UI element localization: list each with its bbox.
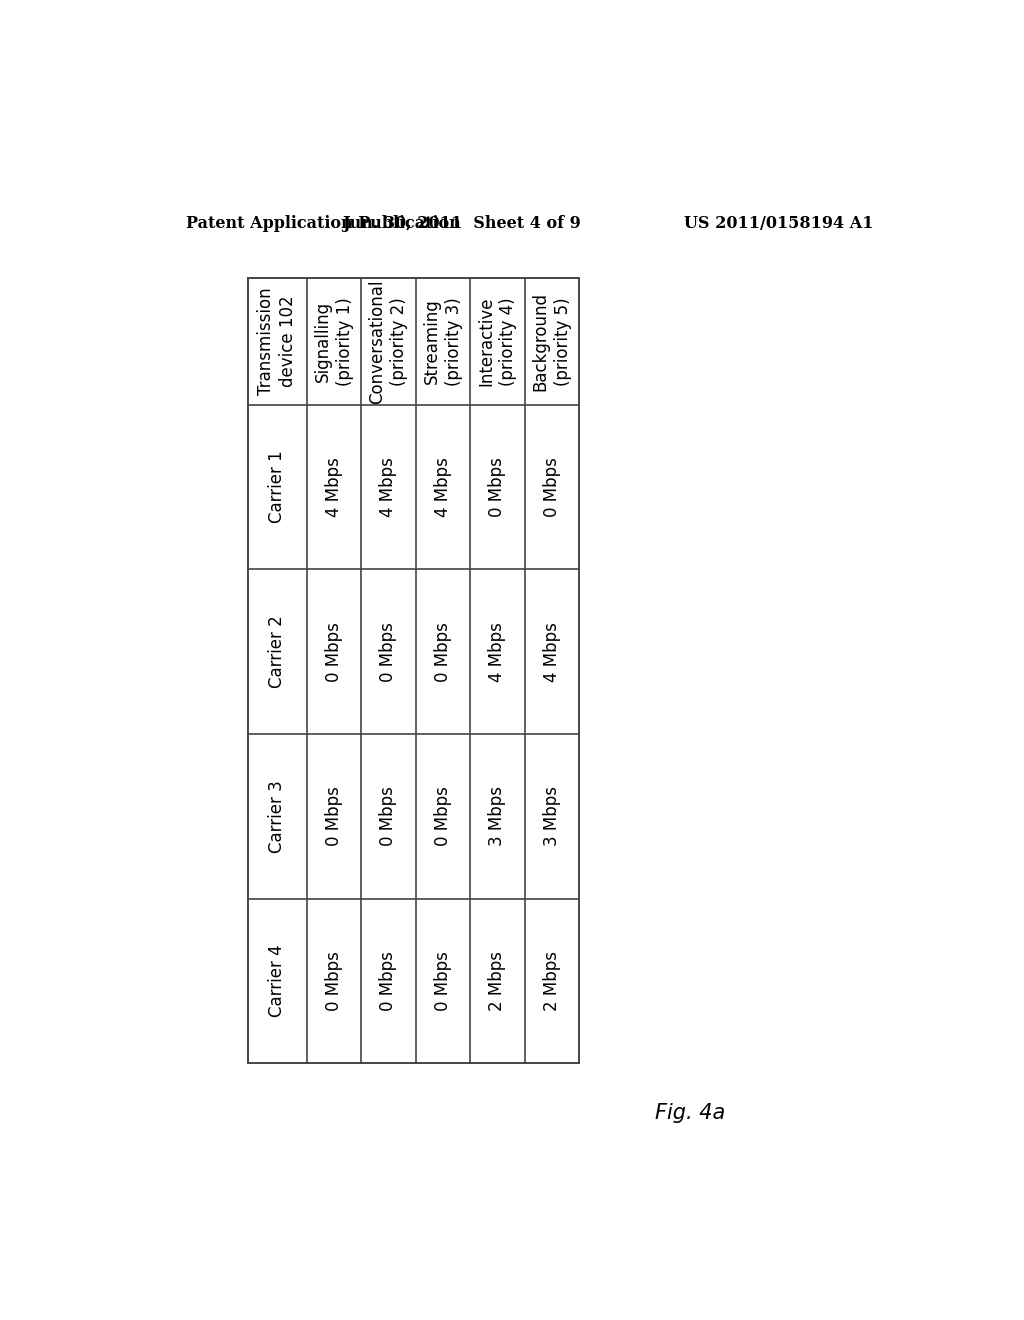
- Text: Carrier 4: Carrier 4: [268, 945, 287, 1018]
- Text: Streaming
(priority 3): Streaming (priority 3): [423, 297, 463, 385]
- Text: 0 Mbps: 0 Mbps: [379, 622, 397, 681]
- Text: Carrier 1: Carrier 1: [268, 450, 287, 524]
- Text: Transmission
device 102: Transmission device 102: [257, 288, 297, 395]
- Text: 4 Mbps: 4 Mbps: [379, 457, 397, 517]
- Text: US 2011/0158194 A1: US 2011/0158194 A1: [684, 215, 873, 232]
- Text: 4 Mbps: 4 Mbps: [325, 457, 343, 517]
- Text: Jun. 30, 2011  Sheet 4 of 9: Jun. 30, 2011 Sheet 4 of 9: [342, 215, 581, 232]
- Text: Fig. 4a: Fig. 4a: [655, 1104, 725, 1123]
- Text: Patent Application Publication: Patent Application Publication: [186, 215, 461, 232]
- Text: 3 Mbps: 3 Mbps: [543, 787, 561, 846]
- Bar: [248, 277, 579, 1063]
- Text: 0 Mbps: 0 Mbps: [488, 457, 506, 517]
- Text: Signalling
(priority 1): Signalling (priority 1): [313, 297, 354, 385]
- Text: Carrier 3: Carrier 3: [268, 780, 287, 853]
- Text: 0 Mbps: 0 Mbps: [379, 787, 397, 846]
- Text: 4 Mbps: 4 Mbps: [488, 622, 506, 681]
- Text: Carrier 2: Carrier 2: [268, 615, 287, 688]
- Text: 0 Mbps: 0 Mbps: [325, 787, 343, 846]
- Text: Conversational
(priority 2): Conversational (priority 2): [369, 279, 409, 404]
- Text: 2 Mbps: 2 Mbps: [488, 950, 506, 1011]
- Text: 0 Mbps: 0 Mbps: [379, 950, 397, 1011]
- Text: Background
(priority 5): Background (priority 5): [531, 292, 571, 391]
- Text: 0 Mbps: 0 Mbps: [543, 457, 561, 517]
- Text: 0 Mbps: 0 Mbps: [325, 950, 343, 1011]
- Text: 2 Mbps: 2 Mbps: [543, 950, 561, 1011]
- Text: 0 Mbps: 0 Mbps: [325, 622, 343, 681]
- Text: 3 Mbps: 3 Mbps: [488, 787, 506, 846]
- Text: 4 Mbps: 4 Mbps: [543, 622, 561, 681]
- Text: 4 Mbps: 4 Mbps: [434, 457, 452, 517]
- Text: 0 Mbps: 0 Mbps: [434, 787, 452, 846]
- Text: 0 Mbps: 0 Mbps: [434, 950, 452, 1011]
- Text: Interactive
(priority 4): Interactive (priority 4): [477, 297, 517, 385]
- Text: 0 Mbps: 0 Mbps: [434, 622, 452, 681]
